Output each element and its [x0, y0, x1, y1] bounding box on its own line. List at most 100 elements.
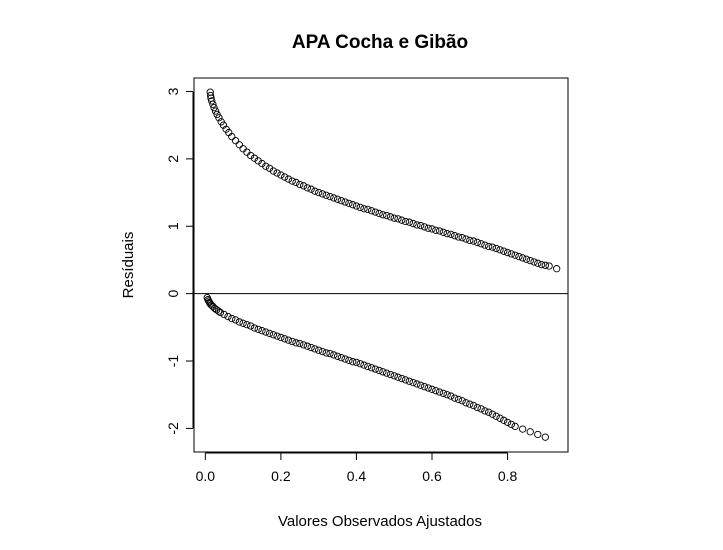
- data-point: [424, 224, 432, 232]
- y-tick-label: 2: [165, 155, 181, 163]
- data-point: [443, 230, 451, 238]
- data-point: [390, 372, 398, 380]
- data-point: [341, 355, 349, 363]
- data-point: [330, 351, 338, 359]
- data-point: [503, 248, 512, 257]
- data-point: [447, 230, 455, 238]
- data-point: [288, 177, 296, 185]
- data-point: [215, 114, 223, 122]
- data-point: [315, 188, 323, 197]
- data-point: [269, 167, 277, 175]
- data-point: [390, 214, 398, 222]
- data-point: [341, 198, 349, 206]
- data-point: [481, 241, 489, 249]
- data-point: [284, 336, 293, 344]
- data-point: [367, 207, 376, 215]
- data-point: [420, 223, 429, 231]
- data-point: [481, 407, 489, 415]
- data-point: [432, 387, 440, 395]
- data-point: [435, 388, 444, 396]
- data-point: [473, 403, 481, 412]
- data-point: [206, 300, 214, 308]
- data-point: [413, 221, 421, 229]
- data-point: [210, 104, 218, 112]
- data-point: [322, 349, 330, 357]
- data-point: [299, 341, 308, 349]
- data-point: [537, 261, 546, 269]
- data-point: [326, 192, 334, 201]
- data-point: [545, 262, 553, 270]
- data-point: [345, 199, 353, 207]
- data-point: [224, 312, 232, 321]
- y-axis: -2 -1 0 1 2 3: [165, 87, 194, 435]
- data-point: [235, 141, 243, 149]
- residual-points: [203, 88, 561, 441]
- data-point: [515, 252, 523, 261]
- x-tick-label: 0.8: [498, 468, 518, 484]
- data-point: [254, 157, 262, 165]
- data-point: [220, 310, 228, 319]
- data-point: [511, 422, 519, 431]
- data-point: [213, 306, 221, 314]
- x-axis: 0.0 0.2 0.4 0.6 0.8: [196, 452, 518, 484]
- data-point: [247, 322, 255, 330]
- data-point: [243, 148, 251, 156]
- data-point: [307, 185, 315, 193]
- data-point: [401, 376, 410, 384]
- data-point: [553, 265, 561, 273]
- data-point: [349, 201, 357, 209]
- data-point: [219, 121, 228, 129]
- data-point: [299, 182, 308, 190]
- data-point: [333, 352, 342, 360]
- data-point: [534, 259, 542, 267]
- data-point: [235, 318, 243, 326]
- data-point: [239, 319, 247, 327]
- data-point: [337, 196, 345, 205]
- data-point: [206, 91, 215, 100]
- data-point: [292, 178, 300, 187]
- data-point: [485, 408, 493, 416]
- data-point: [435, 227, 444, 235]
- data-point: [488, 410, 497, 418]
- x-axis-label: Valores Observados Ajustados: [278, 513, 482, 530]
- data-point: [216, 308, 225, 317]
- data-point: [284, 175, 293, 183]
- data-point: [496, 246, 504, 254]
- data-point: [228, 132, 236, 141]
- data-point: [443, 391, 451, 399]
- data-point: [262, 162, 270, 170]
- data-point: [250, 324, 259, 332]
- data-point: [211, 304, 219, 313]
- y-tick-label: 1: [165, 222, 181, 230]
- data-point: [428, 225, 436, 233]
- x-tick-label: 0.4: [347, 468, 367, 484]
- data-point: [296, 180, 304, 189]
- data-point: [352, 202, 361, 210]
- data-point: [247, 151, 255, 160]
- data-point: [364, 205, 372, 214]
- data-point: [209, 100, 217, 108]
- data-point: [345, 356, 353, 365]
- chart-title: APA Cocha e Gibão: [292, 32, 468, 53]
- data-point: [522, 255, 531, 263]
- data-point: [315, 346, 323, 354]
- data-point: [303, 342, 311, 350]
- data-point: [292, 339, 300, 347]
- data-point: [383, 369, 391, 377]
- data-point: [254, 325, 262, 334]
- data-point: [367, 364, 376, 372]
- data-point: [386, 213, 395, 221]
- data-point: [250, 154, 259, 162]
- data-point: [413, 380, 421, 388]
- data-point: [469, 401, 478, 410]
- data-point: [454, 233, 463, 241]
- data-point: [383, 211, 391, 220]
- data-point: [511, 251, 519, 259]
- data-point: [503, 418, 512, 426]
- data-point: [356, 360, 364, 368]
- y-tick-label: 0: [165, 290, 181, 298]
- data-point: [500, 247, 508, 255]
- data-point: [451, 394, 459, 402]
- data-point: [473, 238, 481, 247]
